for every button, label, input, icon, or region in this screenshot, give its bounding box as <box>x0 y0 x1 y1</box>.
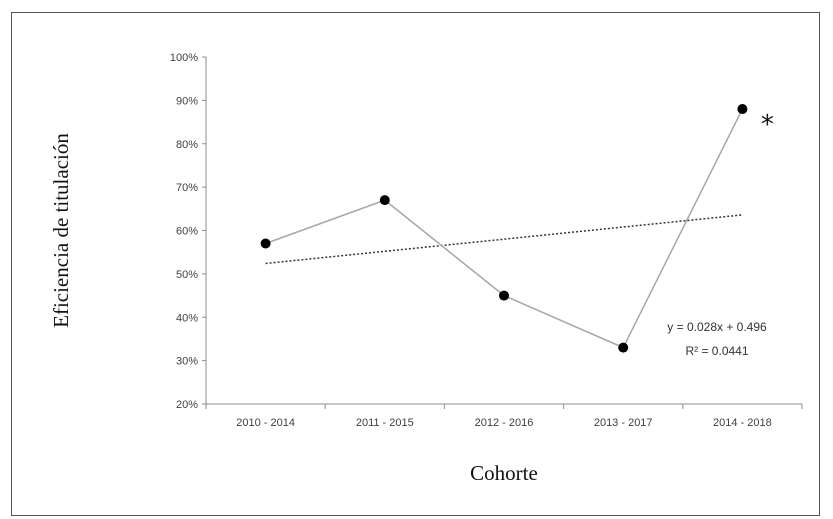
data-point <box>260 238 271 249</box>
x-axis-title: Cohorte <box>470 461 538 485</box>
x-tick-label: 2010 - 2014 <box>236 417 295 429</box>
data-point <box>379 195 390 206</box>
data-point <box>499 290 509 301</box>
y-tick-label: 60% <box>176 226 198 238</box>
chart-frame <box>11 12 820 516</box>
y-tick-label: 30% <box>176 356 198 368</box>
data-point <box>618 342 629 353</box>
y-tick-label: 50% <box>176 269 198 281</box>
y-axis-title: Eficiencia de titulación <box>49 133 73 328</box>
data-point <box>737 104 748 115</box>
tick-labels: 20% 30% 40% 50% 60% 70% 80% 90% 100% 2010 - 2014 2… <box>170 52 772 429</box>
x-tick-label: 2012 - 2016 <box>475 417 534 429</box>
x-tick-label: 2011 - 2015 <box>356 417 414 429</box>
y-tick-label: 70% <box>176 182 198 194</box>
series-line <box>265 108 744 349</box>
trendline-r-squared: R² = 0.0441 <box>685 344 748 358</box>
x-tick-label: 2014 - 2018 <box>713 417 772 429</box>
x-tick-label: 2013 - 2017 <box>594 417 653 429</box>
data-points <box>260 104 748 353</box>
y-tick-label: 20% <box>176 399 198 411</box>
trendline <box>265 214 743 265</box>
y-tick-label: 90% <box>176 95 198 107</box>
significance-marker: * <box>761 110 774 140</box>
y-tick-label: 40% <box>176 312 198 324</box>
y-tick-label: 100% <box>170 52 198 64</box>
trendline-equation: y = 0.028x + 0.496 <box>667 320 767 334</box>
y-tick-label: 80% <box>176 139 198 151</box>
axes <box>202 56 803 409</box>
